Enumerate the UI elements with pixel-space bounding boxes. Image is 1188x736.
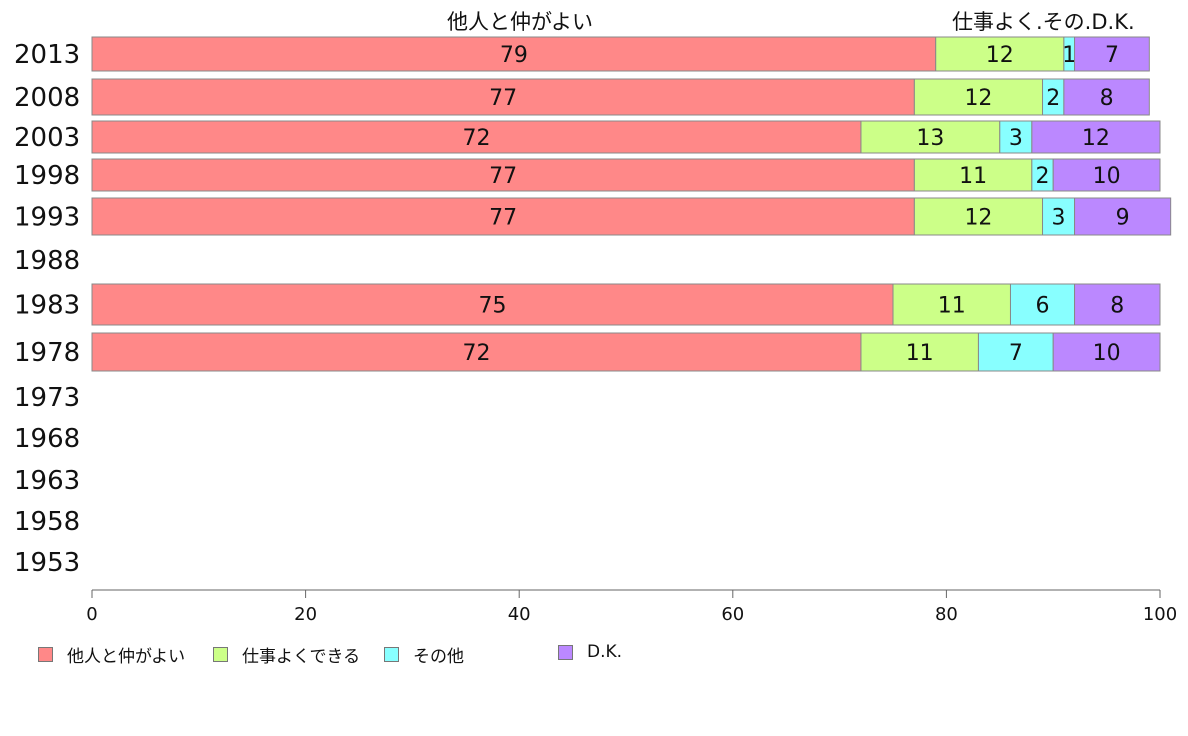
data-label-2013-s4: 7 bbox=[1105, 43, 1119, 68]
bar-1983-s4 bbox=[1074, 283, 1161, 326]
bar-1978-s4 bbox=[1052, 332, 1161, 372]
data-label-2013-s1: 79 bbox=[500, 43, 528, 68]
data-label-1983-s4: 8 bbox=[1110, 294, 1124, 319]
bar-2003-s1 bbox=[91, 120, 862, 154]
y-tick-label-1953: 1953 bbox=[14, 548, 80, 578]
y-tick-label-1963: 1963 bbox=[14, 466, 80, 496]
bar-1993-s4 bbox=[1074, 197, 1172, 236]
data-label-2008-s1: 77 bbox=[489, 86, 517, 111]
bar-1998-s2 bbox=[913, 158, 1033, 192]
bar-1983-s2 bbox=[892, 283, 1011, 326]
bar-1993-s2 bbox=[913, 197, 1044, 236]
bar-2003-s2 bbox=[860, 120, 1001, 154]
bar-2008-s2 bbox=[913, 78, 1044, 116]
legend-item-4: D.K. bbox=[558, 642, 622, 662]
data-label-1978-s4: 10 bbox=[1093, 341, 1121, 366]
data-label-1993-s2: 12 bbox=[964, 206, 992, 231]
x-tick-label-40: 40 bbox=[508, 604, 531, 625]
legend-swatch-4 bbox=[558, 644, 573, 660]
bar-1998-s4 bbox=[1052, 158, 1161, 192]
bar-1978-s2 bbox=[860, 332, 979, 372]
data-label-1998-s4: 10 bbox=[1093, 164, 1121, 189]
legend-swatch-1 bbox=[38, 647, 53, 662]
y-tick-label-1978: 1978 bbox=[14, 338, 80, 368]
data-label-1983-s1: 75 bbox=[479, 294, 507, 319]
legend-label-1: 他人と仲がよい bbox=[67, 647, 186, 667]
data-label-1993-s4: 9 bbox=[1116, 206, 1130, 231]
y-tick-label-2008: 2008 bbox=[14, 83, 80, 113]
data-label-1993-s3: 3 bbox=[1052, 206, 1066, 231]
data-label-2008-s3: 2 bbox=[1046, 86, 1060, 111]
x-tick-label-20: 20 bbox=[294, 604, 317, 625]
y-tick-label-1993: 1993 bbox=[14, 203, 80, 233]
bar-2013-s1 bbox=[91, 36, 937, 72]
y-tick-label-1988: 1988 bbox=[14, 246, 80, 276]
data-label-2013-s2: 12 bbox=[986, 43, 1014, 68]
x-tick-label-80: 80 bbox=[935, 604, 958, 625]
x-tick-label-100: 100 bbox=[1143, 604, 1177, 625]
data-label-1978-s3: 7 bbox=[1009, 341, 1023, 366]
data-label-2013-s3: 1 bbox=[1062, 43, 1076, 68]
header-left-label: 他人と仲がよい bbox=[447, 10, 593, 34]
y-tick-label-1968: 1968 bbox=[14, 424, 80, 454]
data-label-1993-s1: 77 bbox=[489, 206, 517, 231]
data-label-1998-s2: 11 bbox=[959, 164, 987, 189]
data-label-1998-s1: 77 bbox=[489, 164, 517, 189]
header-right-label: 仕事よく.その.D.K. bbox=[952, 10, 1135, 34]
bar-1993-s3 bbox=[1042, 197, 1076, 236]
legend-label-2: 仕事よくできる bbox=[242, 647, 361, 667]
legend-swatch-3 bbox=[384, 647, 399, 662]
y-tick-label-2013: 2013 bbox=[14, 40, 80, 70]
legend-item-1: 他人と仲がよい bbox=[38, 642, 185, 667]
y-tick-label-1998: 1998 bbox=[14, 161, 80, 191]
x-tick-label-0: 0 bbox=[86, 604, 97, 625]
y-tick-label-1958: 1958 bbox=[14, 507, 80, 537]
y-tick-label-1983: 1983 bbox=[14, 291, 80, 321]
data-label-2003-s3: 3 bbox=[1009, 126, 1023, 151]
bar-1978-s1 bbox=[91, 332, 862, 372]
y-tick-label-1973: 1973 bbox=[14, 383, 80, 413]
bar-2003-s4 bbox=[1031, 120, 1161, 154]
data-label-1978-s1: 72 bbox=[462, 341, 490, 366]
bar-1978-s3 bbox=[977, 332, 1054, 372]
data-label-2003-s2: 13 bbox=[916, 126, 944, 151]
y-tick-label-2003: 2003 bbox=[14, 123, 80, 153]
bar-1993-s1 bbox=[91, 197, 915, 236]
x-tick-label-60: 60 bbox=[721, 604, 744, 625]
legend: 他人と仲がよい 仕事よくできる その他 D.K. bbox=[38, 642, 738, 667]
legend-label-3: その他 bbox=[413, 647, 464, 667]
data-label-1998-s3: 2 bbox=[1036, 164, 1050, 189]
bar-1998-s1 bbox=[91, 158, 915, 192]
bar-1983-s1 bbox=[91, 283, 894, 326]
data-label-2003-s1: 72 bbox=[462, 126, 490, 151]
bar-2008-s1 bbox=[91, 78, 915, 116]
data-label-1983-s3: 6 bbox=[1036, 294, 1050, 319]
bar-1983-s3 bbox=[1009, 283, 1076, 326]
legend-item-3: その他 bbox=[384, 642, 464, 667]
legend-item-2: 仕事よくできる bbox=[213, 642, 360, 667]
bar-2013-s4 bbox=[1074, 36, 1150, 72]
data-label-2003-s4: 12 bbox=[1082, 126, 1110, 151]
data-label-2008-s2: 12 bbox=[964, 86, 992, 111]
legend-label-4: D.K. bbox=[587, 642, 623, 662]
bar-2008-s4 bbox=[1063, 78, 1150, 116]
legend-swatch-2 bbox=[213, 647, 228, 662]
data-label-2008-s4: 8 bbox=[1100, 86, 1114, 111]
data-label-1978-s2: 11 bbox=[906, 341, 934, 366]
data-label-1983-s2: 11 bbox=[938, 294, 966, 319]
